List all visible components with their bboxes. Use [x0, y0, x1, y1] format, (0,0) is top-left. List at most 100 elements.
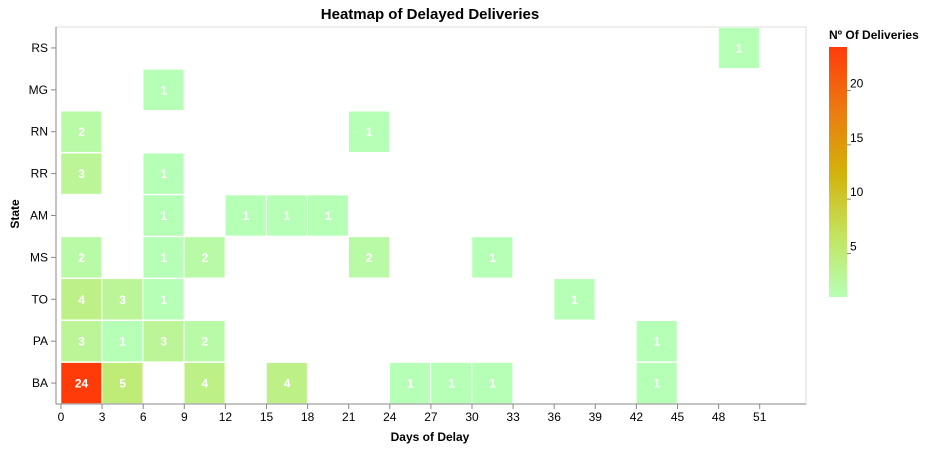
heatmap-cell [636, 362, 678, 404]
cell-value-label: 1 [160, 209, 167, 223]
cell-value-label: 3 [78, 167, 85, 181]
heatmap-cell [348, 111, 390, 153]
heatmap-cells: 1 1 2 1 3 1 1 1 1 1 2 1 2 2 1 4 3 1 1 3 1 3 2 1 24 5 4 4 1 1 1 1 [60, 27, 760, 404]
heatmap-cell [184, 236, 226, 279]
heatmap-cell [60, 111, 102, 153]
y-tick-label: MS [30, 250, 48, 264]
heatmap-cell [142, 236, 185, 279]
cell-value-label: 1 [160, 251, 167, 265]
x-tick-label: 42 [630, 410, 644, 424]
x-tick-label: 15 [260, 410, 274, 424]
cell-value-label: 1 [736, 41, 743, 55]
heatmap-cell [142, 194, 185, 237]
heatmap-cell [225, 194, 267, 237]
y-axis-label: State [8, 199, 22, 229]
color-legend: Nº Of Deliveries 5 10 15 20 [829, 28, 919, 297]
heatmap-cell [389, 362, 431, 404]
cell-value-label: 3 [78, 335, 85, 349]
legend-tick-label: 5 [850, 240, 857, 254]
y-tick-label: PA [33, 334, 48, 348]
legend-tick-label: 20 [850, 76, 864, 90]
cell-value-label: 24 [75, 377, 89, 391]
heatmap-cell [101, 320, 143, 362]
heatmap-cell [142, 69, 185, 111]
cell-value-label: 1 [489, 251, 496, 265]
x-tick-label: 36 [548, 410, 562, 424]
chart-title: Heatmap of Delayed Deliveries [321, 6, 539, 23]
cell-value-label: 1 [325, 209, 332, 223]
cell-value-label: 3 [119, 293, 126, 307]
x-tick-label: 9 [181, 410, 188, 424]
cell-value-label: 3 [160, 335, 167, 349]
x-tick-label: 33 [506, 410, 520, 424]
cell-value-label: 1 [366, 125, 373, 139]
cell-value-label: 1 [160, 167, 167, 181]
heatmap-cell [142, 278, 185, 320]
x-tick-label: 39 [589, 410, 603, 424]
cell-value-label: 2 [202, 335, 209, 349]
x-tick-label: 48 [712, 410, 726, 424]
y-tick-label: TO [32, 292, 48, 306]
x-tick-label: 24 [383, 410, 397, 424]
cell-value-label: 1 [489, 377, 496, 391]
cell-value-label: 4 [284, 377, 291, 391]
legend-tick-label: 15 [850, 131, 864, 145]
cell-value-label: 1 [654, 335, 661, 349]
heatmap-cell [471, 362, 513, 404]
axes: 0 3 6 9 12 15 18 21 24 27 30 33 36 39 42 45 48 51RSMGRNRR… [29, 27, 806, 424]
cell-value-label: 1 [243, 209, 250, 223]
heatmap-cell [636, 320, 678, 362]
cell-value-label: 1 [407, 377, 414, 391]
x-tick-label: 21 [342, 410, 356, 424]
cell-value-label: 2 [78, 251, 85, 265]
cell-value-label: 2 [202, 251, 209, 265]
cell-value-label: 4 [78, 293, 85, 307]
cell-value-label: 1 [284, 209, 291, 223]
heatmap-cell [60, 236, 102, 279]
heatmap-cell [142, 152, 185, 195]
heatmap-cell [184, 362, 226, 404]
x-tick-label: 3 [99, 410, 106, 424]
x-tick-label: 51 [753, 410, 767, 424]
cell-value-label: 2 [78, 125, 85, 139]
x-tick-label: 18 [301, 410, 315, 424]
cell-value-label: 1 [160, 293, 167, 307]
heatmap-cell [553, 278, 596, 320]
x-tick-label: 27 [424, 410, 438, 424]
cell-value-label: 1 [160, 83, 167, 97]
x-tick-label: 45 [671, 410, 685, 424]
x-tick-label: 6 [140, 410, 147, 424]
legend-title: Nº Of Deliveries [829, 28, 919, 42]
y-tick-label: AM [30, 209, 48, 223]
heatmap-cell [184, 320, 226, 362]
heatmap-cell [348, 236, 390, 279]
heatmap-cell [430, 362, 472, 404]
cell-value-label: 2 [366, 251, 373, 265]
heatmap-cell [307, 194, 349, 237]
cell-value-label: 1 [448, 377, 455, 391]
heatmap-cell [101, 362, 143, 404]
legend-color-bar [829, 47, 847, 297]
cell-value-label: 5 [119, 377, 126, 391]
heatmap-cell [60, 152, 102, 195]
heatmap-cell [142, 320, 185, 362]
heatmap-cell [101, 278, 143, 320]
x-tick-label: 0 [58, 410, 65, 424]
x-axis-label: Days of Delay [391, 430, 470, 444]
y-tick-label: MG [29, 83, 48, 97]
y-tick-label: RR [31, 167, 49, 181]
y-tick-label: BA [32, 376, 48, 390]
heatmap-cell [60, 278, 102, 320]
heatmap-cell [471, 236, 513, 279]
cell-value-label: 1 [654, 377, 661, 391]
y-tick-label: RN [31, 125, 48, 139]
x-tick-label: 30 [465, 410, 479, 424]
legend-tick-label: 10 [850, 185, 864, 199]
cell-value-label: 1 [119, 335, 126, 349]
x-tick-label: 12 [219, 410, 233, 424]
heatmap-cell [266, 194, 308, 237]
heatmap-cell [718, 27, 760, 69]
heatmap-cell [60, 320, 102, 362]
